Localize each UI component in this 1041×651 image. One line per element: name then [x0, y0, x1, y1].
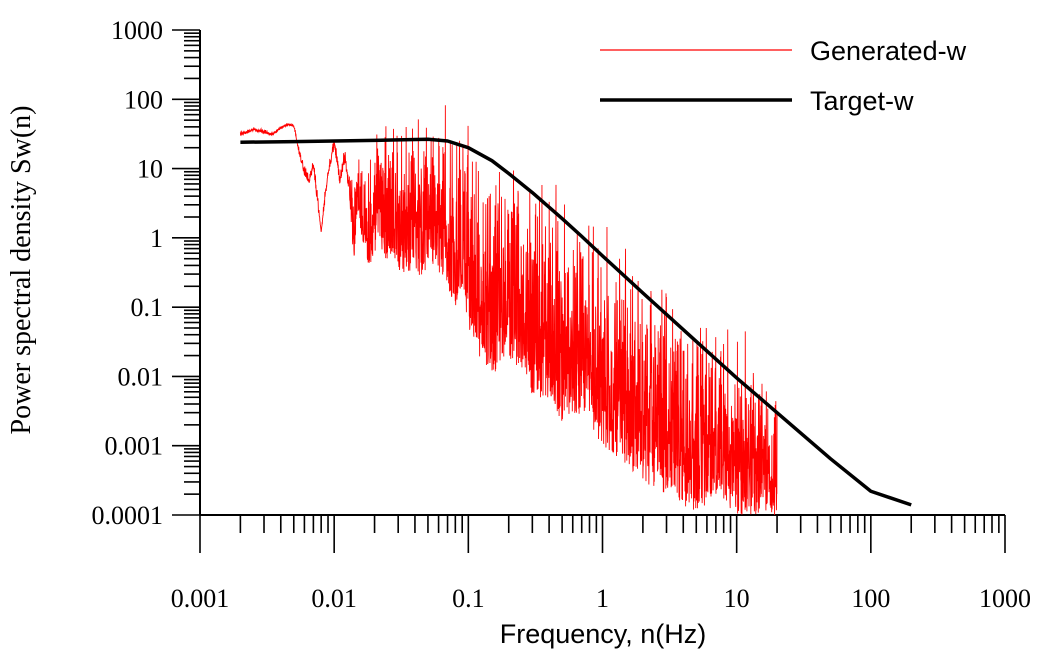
- y-tick-label: 1: [150, 224, 163, 253]
- legend-label-target-w: Target-w: [810, 86, 914, 116]
- legend-label-generated-w: Generated-w: [810, 36, 967, 66]
- y-tick-label: 0.001: [105, 432, 164, 461]
- x-tick-label: 10: [724, 584, 750, 613]
- x-axis: 0.001 0.01 0.1 1 10 100 1000: [171, 514, 1031, 613]
- series-line-generated-w: [239, 105, 778, 515]
- x-tick-label: 1: [596, 584, 609, 613]
- y-tick-label: 1000: [111, 16, 163, 45]
- x-tick-label: 0.1: [452, 584, 485, 613]
- x-axis-title: Frequency, n(Hz): [500, 619, 707, 649]
- y-axis: 0.0001 0.001 0.01 0.1 1 10 100 1000: [92, 16, 201, 530]
- y-tick-label: 0.01: [118, 362, 164, 391]
- series-layer: [239, 105, 912, 515]
- y-tick-label: 0.1: [131, 293, 164, 322]
- x-tick-label: 0.001: [171, 584, 230, 613]
- y-tick-label: 100: [124, 85, 163, 114]
- y-tick-label: 0.0001: [92, 501, 164, 530]
- x-tick-label: 100: [851, 584, 890, 613]
- x-tick-label: 1000: [979, 584, 1031, 613]
- y-axis-title: Power spectral density Sw(n): [6, 106, 37, 435]
- legend: Generated-w Target-w: [600, 36, 967, 116]
- y-tick-label: 10: [137, 155, 163, 184]
- series-line-target-w: [240, 137, 912, 507]
- x-tick-label: 0.01: [311, 584, 357, 613]
